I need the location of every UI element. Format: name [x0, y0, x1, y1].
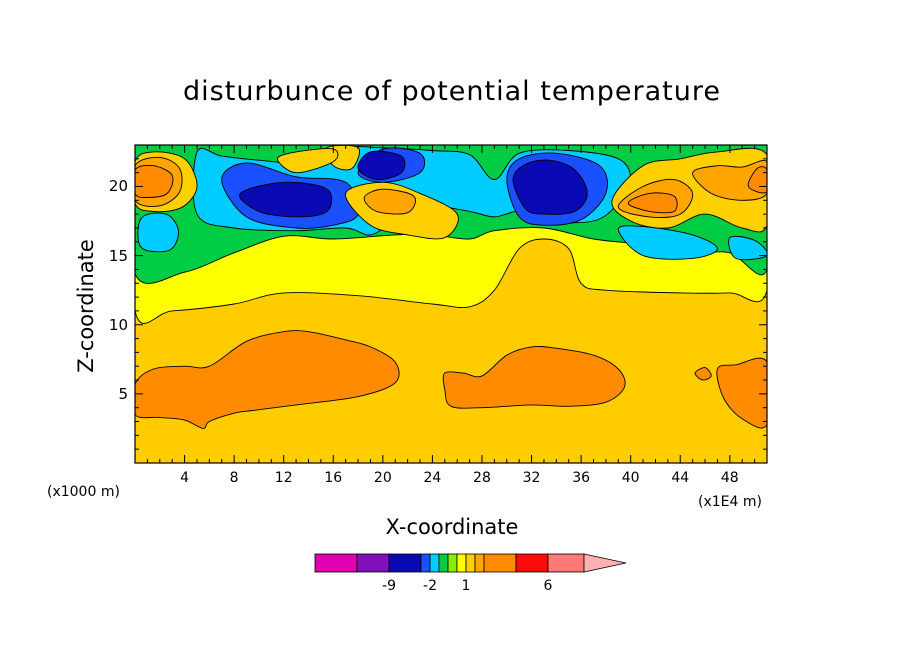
axis-ticks: [135, 145, 767, 463]
contour-region: [692, 160, 767, 201]
x-tick-label: 20: [373, 470, 392, 486]
colorbar-swatch: [547, 553, 585, 573]
contour-region: [137, 212, 179, 253]
colorbar-swatch: [456, 553, 467, 573]
colorbar-swatch: [474, 553, 485, 573]
x-tick-label: 8: [229, 470, 239, 486]
x-tick-label: 48: [720, 470, 739, 486]
colorbar-swatch: [438, 553, 449, 573]
y-tick-label: 10: [108, 315, 128, 334]
x-unit-label-left: (x1000 m): [47, 484, 120, 500]
contour-region: [239, 181, 333, 218]
colorbar-swatch: [465, 553, 476, 573]
y-tick-label: 5: [118, 384, 128, 403]
x-tick-label: 28: [473, 470, 491, 486]
x-tick-label: 40: [621, 470, 640, 486]
colorbar-swatch: [483, 553, 517, 573]
colorbar-extension-arrow: [583, 553, 627, 573]
colorbar-tick-label: 6: [543, 578, 553, 594]
chart-title: disturbunce of potential temperature: [183, 76, 721, 107]
contour-region: [627, 192, 678, 214]
x-tick-label: 4: [180, 470, 190, 486]
contour-region: [135, 330, 400, 429]
plot-frame: [134, 144, 768, 464]
x-tick-label: 36: [572, 470, 591, 486]
contour-region: [728, 235, 767, 261]
colorbar-swatch: [388, 553, 422, 573]
x-tick-label: 16: [324, 470, 343, 486]
contour-region: [617, 225, 718, 260]
contour-region: [512, 159, 588, 215]
colorbar-swatch: [429, 553, 440, 573]
colorbar: [314, 553, 627, 573]
y-tick-label: 15: [108, 246, 128, 265]
contour-region: [716, 357, 767, 429]
colorbar-swatch: [356, 553, 390, 573]
colorbar-swatch: [420, 553, 431, 573]
contour-region: [135, 164, 174, 198]
colorbar-tick-label: -9: [382, 578, 396, 594]
contour-regions: [135, 145, 767, 429]
contour-region: [442, 345, 626, 409]
y-tick-label: 20: [108, 177, 128, 196]
x-tick-label: 44: [671, 470, 690, 486]
contour-region: [363, 188, 416, 215]
contour-region: [357, 150, 406, 181]
colorbar-swatch: [314, 553, 358, 573]
colorbar-tick-label: 1: [461, 578, 471, 594]
contour-region: [277, 148, 339, 174]
contour-region: [694, 367, 712, 381]
colorbar-tick-label: -2: [423, 578, 437, 594]
colorbar-swatch: [447, 553, 458, 573]
x-tick-label: 32: [522, 470, 541, 486]
x-axis-label: X-coordinate: [385, 515, 519, 539]
x-unit-label-right: (x1E4 m): [698, 494, 762, 510]
y-axis-label: Z-coordinate: [74, 239, 98, 373]
colorbar-swatch: [515, 553, 549, 573]
x-tick-label: 12: [274, 470, 293, 486]
x-tick-label: 24: [423, 470, 442, 486]
